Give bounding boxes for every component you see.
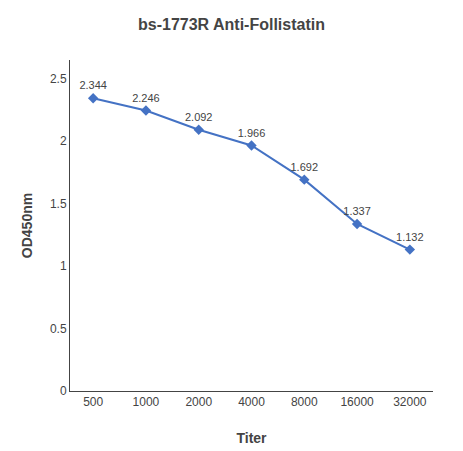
svg-text:1.692: 1.692 [291,161,319,173]
svg-text:0: 0 [60,384,67,398]
svg-text:2000: 2000 [185,395,212,409]
svg-text:1.337: 1.337 [343,205,371,217]
svg-text:4000: 4000 [238,395,265,409]
svg-text:1.132: 1.132 [396,231,424,243]
svg-text:2.5: 2.5 [50,72,67,86]
svg-text:500: 500 [83,395,103,409]
svg-text:bs-1773R Anti-Follistatin: bs-1773R Anti-Follistatin [138,16,325,33]
svg-text:2.344: 2.344 [79,79,107,91]
svg-text:2.246: 2.246 [132,92,160,104]
svg-text:2.092: 2.092 [185,111,213,123]
svg-text:1.5: 1.5 [50,197,67,211]
svg-text:16000: 16000 [340,395,374,409]
svg-text:1000: 1000 [133,395,160,409]
svg-text:0.5: 0.5 [50,322,67,336]
svg-text:2: 2 [60,134,67,148]
svg-text:OD450nm: OD450nm [19,193,35,258]
svg-text:Titer: Titer [236,430,267,446]
svg-text:8000: 8000 [291,395,318,409]
svg-text:1.966: 1.966 [238,127,266,139]
svg-text:1: 1 [60,259,67,273]
svg-text:32000: 32000 [393,395,427,409]
